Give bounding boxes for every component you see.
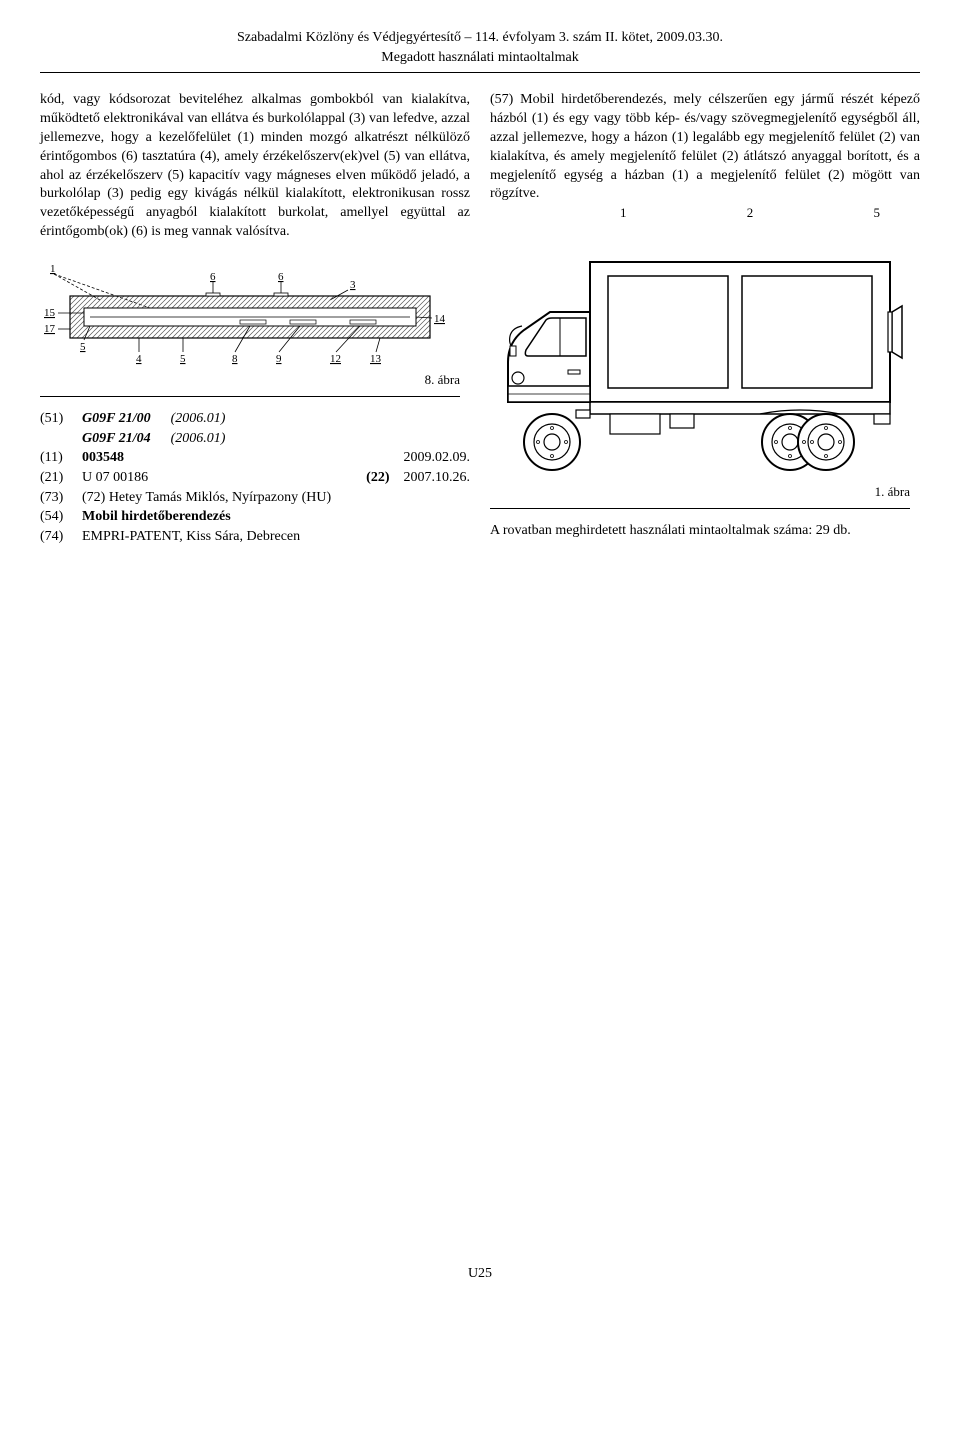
left-column-text: kód, vagy kódsorozat beviteléhez alkalma… bbox=[40, 91, 470, 242]
inid-51: (51) bbox=[40, 409, 82, 429]
two-column-text: kód, vagy kódsorozat beviteléhez alkalma… bbox=[40, 91, 920, 242]
inid-73: (73) bbox=[40, 488, 82, 508]
figure-8: 1 6 6 3 bbox=[40, 260, 460, 370]
svg-text:17: 17 bbox=[44, 323, 56, 335]
figure-1-label: 1. ábra bbox=[490, 484, 910, 500]
fig8-ref-1: 1 bbox=[50, 263, 56, 275]
figure-8-label: 8. ábra bbox=[40, 372, 460, 388]
inid-54: (54) bbox=[40, 507, 82, 527]
pub-number: 003548 bbox=[82, 448, 124, 468]
page-subheader: Megadott használati mintaoltalmak bbox=[40, 50, 920, 66]
divider-right bbox=[490, 508, 910, 509]
page-footer: U25 bbox=[40, 1266, 920, 1282]
figure-1-truck bbox=[490, 252, 910, 482]
svg-text:6: 6 bbox=[210, 271, 216, 283]
filing-date: 2007.10.26. bbox=[404, 468, 471, 488]
bibliographic-block: (51) G09F 21/00 (2006.01) G09F 21/04 (20… bbox=[40, 409, 470, 546]
page-header: Szabadalmi Közlöny és Védjegyértesítő – … bbox=[40, 30, 920, 46]
svg-text:14: 14 bbox=[434, 313, 446, 325]
svg-text:3: 3 bbox=[350, 279, 356, 291]
truck-num-1: 1 bbox=[620, 204, 627, 222]
ipc-ver-2: (2006.01) bbox=[171, 429, 226, 449]
ipc-class-2: G09F 21/04 bbox=[82, 429, 151, 449]
summary-count: A rovatban meghirdetett használati minta… bbox=[490, 523, 910, 539]
truck-num-2: 2 bbox=[747, 204, 754, 222]
inid-21: (21) bbox=[40, 468, 82, 488]
ipc-class-1: G09F 21/00 bbox=[82, 409, 151, 429]
svg-text:12: 12 bbox=[330, 353, 341, 365]
figure-8-container: 1 6 6 3 bbox=[40, 260, 470, 388]
svg-text:5: 5 bbox=[80, 341, 86, 353]
claim-57-text: (57) Mobil hirdetőberendezés, mely célsz… bbox=[490, 92, 920, 201]
svg-text:8: 8 bbox=[232, 353, 238, 365]
ipc-ver-1: (2006.01) bbox=[171, 409, 226, 429]
right-column-text: (57) Mobil hirdetőberendezés, mely célsz… bbox=[490, 91, 920, 242]
svg-text:13: 13 bbox=[370, 353, 382, 365]
truck-ref-numbers: 1 2 5 bbox=[620, 204, 880, 222]
svg-text:5: 5 bbox=[180, 353, 186, 365]
title: Mobil hirdetőberendezés bbox=[82, 507, 231, 527]
divider-left bbox=[40, 396, 460, 397]
svg-text:15: 15 bbox=[44, 307, 56, 319]
svg-text:9: 9 bbox=[276, 353, 282, 365]
svg-text:6: 6 bbox=[278, 271, 284, 283]
pub-date: 2009.02.09. bbox=[404, 448, 471, 468]
inid-11: (11) bbox=[40, 448, 82, 468]
header-rule bbox=[40, 72, 920, 73]
inid-22: (22) bbox=[366, 468, 389, 488]
truck-num-5: 5 bbox=[874, 204, 881, 222]
inid-74: (74) bbox=[40, 527, 82, 547]
svg-text:4: 4 bbox=[136, 353, 142, 365]
representative: EMPRI-PATENT, Kiss Sára, Debrecen bbox=[82, 527, 300, 547]
applicant: (72) Hetey Tamás Miklós, Nyírpazony (HU) bbox=[82, 488, 331, 508]
app-number: U 07 00186 bbox=[82, 468, 148, 488]
